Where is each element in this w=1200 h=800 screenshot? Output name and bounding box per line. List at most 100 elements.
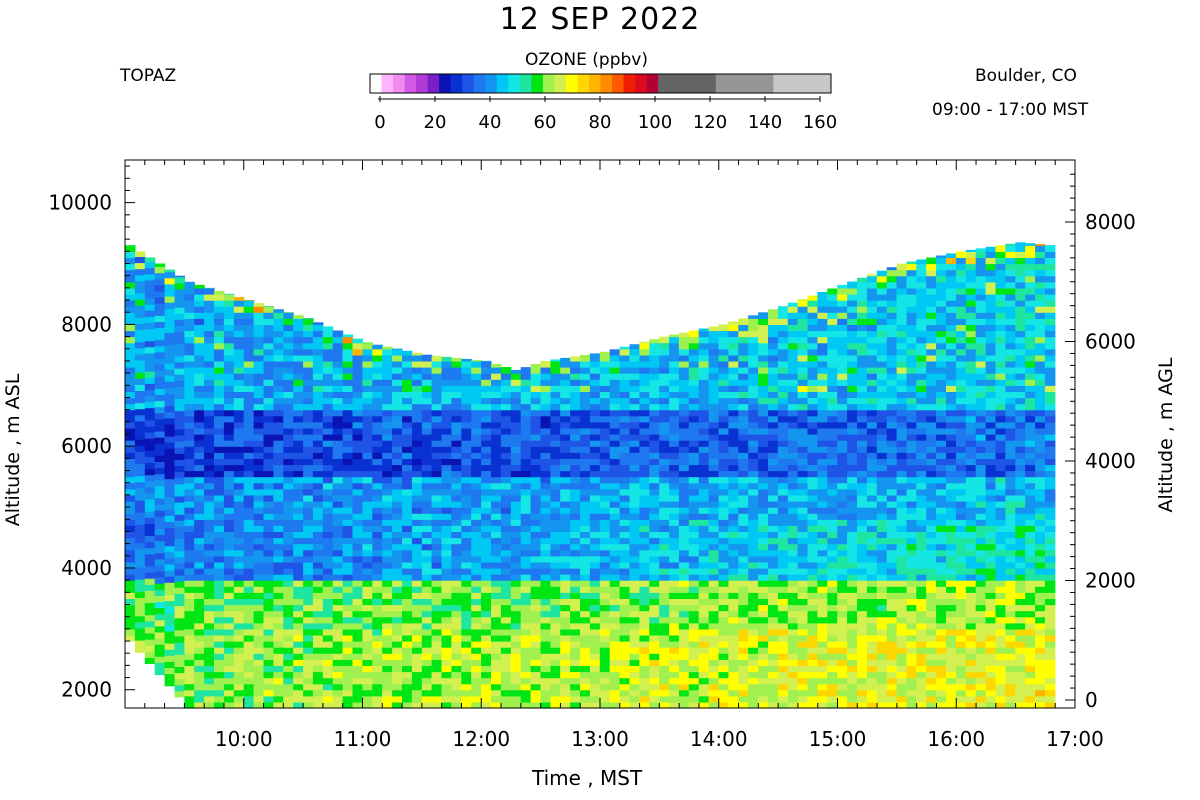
- heatmap-cell: [332, 452, 344, 459]
- heatmap-cell: [263, 659, 274, 666]
- heatmap-cell: [866, 452, 878, 459]
- heatmap-cell: [649, 531, 660, 539]
- heatmap-cell: [342, 555, 354, 563]
- heatmap-cell: [134, 469, 146, 477]
- heatmap-cell: [520, 580, 532, 587]
- heatmap-cell: [817, 671, 828, 679]
- heatmap-cell: [253, 336, 265, 344]
- heatmap-cell: [876, 653, 888, 660]
- heatmap-cell: [787, 537, 799, 545]
- heatmap-cell: [125, 507, 136, 514]
- heatmap-cell: [352, 537, 363, 545]
- heatmap-cell: [728, 458, 739, 466]
- heatmap-cell: [589, 677, 601, 685]
- heatmap-cell: [589, 683, 601, 691]
- heatmap-cell: [312, 348, 324, 356]
- heatmap-cell: [214, 373, 225, 380]
- heatmap-cell: [491, 494, 502, 502]
- heatmap-cell: [144, 559, 156, 567]
- heatmap-cell: [589, 616, 601, 624]
- heatmap-cell: [263, 324, 274, 332]
- heatmap-cell: [728, 513, 739, 520]
- heatmap-cell: [629, 561, 640, 569]
- heatmap-cell: [896, 677, 908, 685]
- heatmap-cell: [144, 401, 156, 409]
- heatmap-cell: [402, 586, 413, 593]
- heatmap-cell: [174, 288, 185, 296]
- heatmap-cell: [678, 695, 690, 703]
- heatmap-cell: [847, 683, 858, 691]
- heatmap-cell: [678, 348, 690, 356]
- heatmap-cell: [411, 616, 423, 624]
- heatmap-cell: [758, 312, 769, 319]
- heatmap-cell: [500, 598, 512, 606]
- heatmap-cell: [619, 549, 631, 557]
- heatmap-cell: [787, 501, 799, 508]
- heatmap-cell: [362, 397, 373, 405]
- heatmap-cell: [530, 427, 542, 435]
- heatmap-cell: [283, 360, 294, 368]
- heatmap-cell: [461, 464, 472, 472]
- heatmap-cell: [669, 543, 680, 551]
- heatmap-cell: [520, 616, 532, 624]
- heatmap-cell: [204, 312, 215, 319]
- heatmap-cell: [491, 653, 502, 660]
- heatmap-cell: [797, 659, 809, 666]
- heatmap-cell: [698, 507, 710, 514]
- heatmap-cell: [589, 464, 601, 472]
- heatmap-cell: [797, 427, 809, 435]
- heatmap-cell: [303, 464, 314, 472]
- heatmap-cell: [312, 434, 324, 441]
- heatmap-cell: [728, 367, 739, 374]
- heatmap-cell: [411, 647, 423, 654]
- heatmap-cell: [896, 634, 908, 642]
- heatmap-cell: [223, 634, 235, 642]
- heatmap-cell: [382, 464, 393, 472]
- heatmap-cell: [649, 574, 660, 581]
- heatmap-cell: [303, 659, 314, 666]
- heatmap-cell: [223, 665, 235, 673]
- heatmap-cell: [283, 574, 294, 581]
- heatmap-cell: [303, 580, 314, 587]
- heatmap-cell: [352, 616, 363, 624]
- heatmap-cell: [649, 452, 660, 459]
- heatmap-cell: [411, 610, 423, 618]
- heatmap-cell: [728, 488, 739, 496]
- heatmap-cell: [807, 470, 818, 478]
- heatmap-cell: [669, 592, 680, 599]
- heatmap-cell: [253, 494, 265, 502]
- heatmap-cell: [402, 507, 413, 514]
- heatmap-cell: [451, 598, 462, 606]
- heatmap-cell: [392, 561, 403, 569]
- heatmap-cell: [392, 525, 403, 532]
- heatmap-cell: [807, 586, 818, 593]
- heatmap-cell: [777, 409, 789, 417]
- heatmap-cell: [570, 409, 581, 417]
- heatmap-cell: [876, 513, 888, 520]
- heatmap-cell: [372, 689, 383, 697]
- heatmap-cell: [481, 671, 492, 679]
- heatmap-cell: [352, 476, 363, 484]
- heatmap-cell: [134, 347, 146, 355]
- heatmap-cell: [886, 537, 898, 545]
- heatmap-cell: [352, 464, 363, 472]
- heatmap-cell: [787, 434, 799, 441]
- heatmap-cell: [312, 488, 324, 496]
- heatmap-cell: [144, 444, 156, 451]
- heatmap-cell: [520, 440, 532, 447]
- heatmap-cell: [688, 683, 700, 691]
- heatmap-cell: [560, 695, 571, 703]
- heatmap-cell: [649, 653, 660, 660]
- heatmap-cell: [570, 689, 581, 697]
- heatmap-cell: [342, 501, 354, 508]
- heatmap-cell: [481, 628, 492, 636]
- heatmap-cell: [273, 354, 284, 362]
- heatmap-cell: [540, 622, 551, 630]
- heatmap-cell: [332, 488, 344, 496]
- heatmap-cell: [411, 683, 423, 691]
- heatmap-cell: [352, 421, 363, 429]
- heatmap-cell: [817, 452, 828, 459]
- heatmap-cell: [451, 568, 462, 575]
- heatmap-cell: [194, 677, 205, 685]
- heatmap-cell: [847, 330, 858, 338]
